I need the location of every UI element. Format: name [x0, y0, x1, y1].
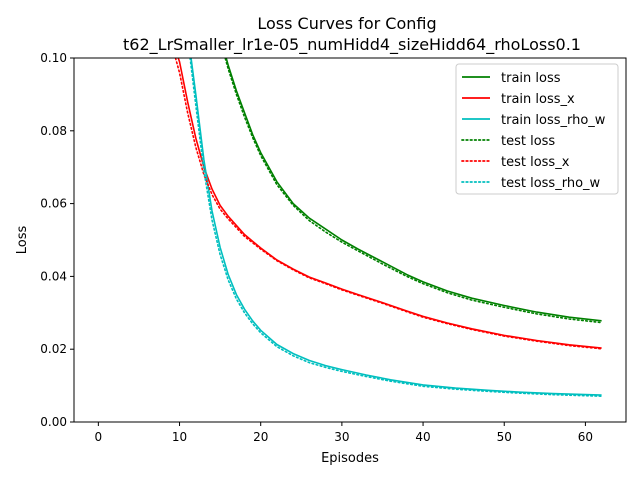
chart-title-line1: Loss Curves for Config	[257, 14, 436, 33]
y-axis-label: Loss	[15, 226, 30, 255]
series-line-train-loss-rho-w	[190, 58, 602, 396]
x-tick-label: 30	[334, 430, 349, 444]
series-line-train-loss	[225, 58, 602, 322]
y-tick-label: 0.04	[40, 269, 67, 283]
y-tick-label: 0.10	[40, 51, 67, 65]
legend-label: test loss	[501, 134, 555, 149]
y-tick-label: 0.00	[40, 415, 67, 429]
y-tick-label: 0.06	[40, 197, 67, 211]
y-tick-label: 0.08	[40, 124, 67, 138]
x-tick-label: 10	[172, 430, 187, 444]
series-line-test-loss	[224, 58, 603, 324]
plot-frame	[73, 57, 627, 423]
chart-title-line2: t62_LrSmaller_lr1e-05_numHidd4_sizeHidd6…	[123, 35, 581, 55]
legend-label: train loss	[501, 71, 561, 86]
x-axis-label: Episodes	[321, 451, 379, 466]
lines-layer	[174, 58, 603, 398]
legend-box	[455, 63, 619, 195]
x-tick-label: 40	[415, 430, 430, 444]
legend-label: test loss_x	[501, 155, 570, 170]
legend-label: train loss_rho_w	[501, 113, 606, 128]
series-line-test-loss-rho-w	[189, 58, 603, 398]
x-tick-label: 0	[95, 430, 103, 444]
x-tick-label: 20	[253, 430, 268, 444]
legend-label: train loss_x	[501, 92, 575, 107]
x-tick-label: 50	[497, 430, 512, 444]
ticks-layer: 0 10 20 30 40 50 60 0.00 0.02 0.04 0.06 0.08 0.10	[40, 51, 593, 444]
legend-label: test loss_rho_w	[501, 176, 601, 191]
x-tick-label: 60	[578, 430, 593, 444]
y-tick-label: 0.02	[40, 342, 67, 356]
